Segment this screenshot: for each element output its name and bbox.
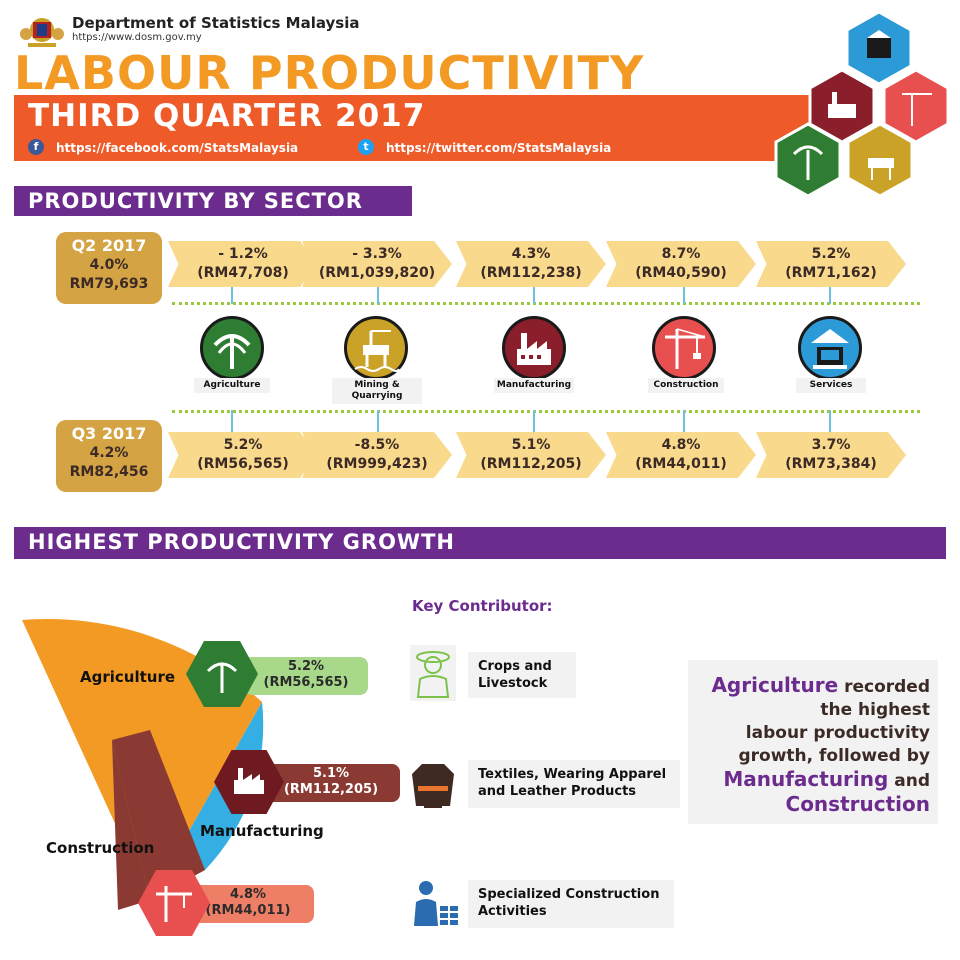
contributor-manufacturing: Textiles, Wearing Apparel and Leather Pro… (468, 760, 680, 808)
q2-mining-arrow: - 3.3% (RM1,039,820) (302, 241, 452, 287)
contributor-construction: Specialized Construction Activities (468, 880, 674, 928)
sector-label-manufacturing: Manufacturing (494, 378, 574, 393)
contributor-agriculture: Crops and Livestock (468, 652, 576, 698)
agriculture-label: Agriculture (80, 668, 176, 686)
divider-dotted-bottom (172, 410, 920, 413)
page-title: LABOUR PRODUCTIVITY (14, 46, 645, 100)
dosm-logo (18, 10, 66, 50)
twitter-icon[interactable]: t (358, 139, 374, 155)
q3-growth: 4.2% (89, 445, 129, 461)
palm-tree-icon (186, 641, 258, 707)
q2-summary-box: Q2 2017 4.0% RM79,693 (56, 232, 162, 304)
oil-rig-icon (344, 316, 408, 380)
twitter-link[interactable]: https://twitter.com/StatsMalaysia (386, 141, 612, 155)
sector-label-services: Services (796, 378, 866, 393)
section-heading-growth: HIGHEST PRODUCTIVITY GROWTH (14, 527, 946, 559)
facebook-icon[interactable]: f (28, 139, 44, 155)
org-name: Department of Statistics Malaysia (72, 14, 360, 32)
q3-construction-arrow: 4.8% (RM44,011) (606, 432, 756, 478)
crane-icon (138, 870, 210, 936)
q2-construction-arrow: 8.7% (RM40,590) (606, 241, 756, 287)
q2-growth: 4.0% (89, 257, 129, 273)
divider-dotted-top (172, 302, 920, 305)
construction-label: Construction (46, 839, 155, 857)
q3-manufacturing-arrow: 5.1% (RM112,205) (456, 432, 606, 478)
q3-agriculture-arrow: 5.2% (RM56,565) (168, 432, 318, 478)
q3-summary-box: Q3 2017 4.2% RM82,456 (56, 420, 162, 492)
q3-mining-arrow: -8.5% (RM999,423) (302, 432, 452, 478)
construction-slice (112, 730, 205, 900)
facebook-link[interactable]: https://facebook.com/StatsMalaysia (56, 141, 299, 155)
factory-icon (502, 316, 566, 380)
q2-manufacturing-arrow: 4.3% (RM112,238) (456, 241, 606, 287)
bank-icon (798, 316, 862, 380)
q3-value: RM82,456 (69, 464, 149, 480)
q2-services-arrow: 5.2% (RM71,162) (756, 241, 906, 287)
factory-icon (214, 750, 284, 814)
construction-worker-icon (410, 876, 460, 930)
sweater-icon (410, 760, 456, 810)
palm-tree-icon (200, 316, 264, 380)
growth-summary-box: Agriculture recorded the highest labour … (688, 660, 938, 824)
q2-label: Q2 2017 (71, 236, 147, 255)
key-contributor-title: Key Contributor: (412, 597, 553, 615)
q3-services-arrow: 3.7% (RM73,384) (756, 432, 906, 478)
q3-label: Q3 2017 (71, 424, 147, 443)
sector-label-agriculture: Agriculture (194, 378, 270, 393)
summary-highlight-agriculture: Agriculture (711, 673, 839, 697)
crane-icon (882, 68, 950, 144)
sector-label-mining: Mining & Quarrying (332, 378, 422, 404)
title-band (14, 95, 814, 161)
sector-hexagon-cluster (772, 8, 952, 198)
crane-icon (652, 316, 716, 380)
summary-highlight-construction: Construction (785, 792, 930, 816)
farmer-icon (410, 645, 456, 701)
page-subtitle: THIRD QUARTER 2017 (28, 98, 426, 134)
manufacturing-label: Manufacturing (200, 822, 324, 840)
summary-highlight-manufacturing: Manufacturing (723, 767, 889, 791)
agriculture-growth-pill: 5.2% (RM56,565) (244, 657, 368, 695)
section-heading-sector: PRODUCTIVITY BY SECTOR (14, 186, 412, 216)
q2-agriculture-arrow: - 1.2% (RM47,708) (168, 241, 318, 287)
manufacturing-growth-pill: 5.1% (RM112,205) (262, 764, 400, 802)
sector-label-construction: Construction (648, 378, 724, 393)
org-url[interactable]: https://www.dosm.gov.my (72, 32, 202, 43)
q2-value: RM79,693 (69, 276, 149, 292)
